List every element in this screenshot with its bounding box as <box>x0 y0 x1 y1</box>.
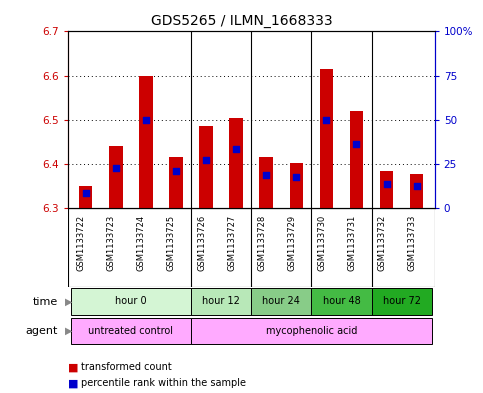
Point <box>292 174 300 180</box>
Text: ■: ■ <box>68 378 78 388</box>
Point <box>413 183 421 189</box>
Text: GSM1133732: GSM1133732 <box>378 215 386 271</box>
Text: GDS5265 / ILMN_1668333: GDS5265 / ILMN_1668333 <box>151 14 332 28</box>
Text: hour 0: hour 0 <box>115 296 147 306</box>
Text: GSM1133725: GSM1133725 <box>167 215 176 271</box>
Text: ▶: ▶ <box>65 326 73 336</box>
Bar <box>71 318 191 344</box>
Text: time: time <box>33 297 58 307</box>
Text: untreated control: untreated control <box>88 325 173 336</box>
Text: ■: ■ <box>68 362 78 373</box>
Bar <box>380 171 393 208</box>
Point <box>202 156 210 163</box>
Point <box>142 117 150 123</box>
Point <box>383 181 390 187</box>
Bar <box>169 158 183 208</box>
Text: GSM1133722: GSM1133722 <box>77 215 85 271</box>
Bar <box>109 146 123 208</box>
Bar <box>71 288 191 315</box>
Text: GSM1133731: GSM1133731 <box>347 215 356 271</box>
Text: GSM1133733: GSM1133733 <box>408 215 417 271</box>
Bar <box>199 127 213 208</box>
Point <box>112 165 120 172</box>
Text: hour 12: hour 12 <box>202 296 240 306</box>
Point <box>353 141 360 147</box>
Bar <box>320 69 333 208</box>
Text: GSM1133723: GSM1133723 <box>107 215 116 271</box>
Text: GSM1133724: GSM1133724 <box>137 215 146 271</box>
Point <box>262 172 270 178</box>
Bar <box>251 288 312 315</box>
Bar <box>350 111 363 208</box>
Text: mycophenolic acid: mycophenolic acid <box>266 325 357 336</box>
Text: hour 24: hour 24 <box>262 296 300 306</box>
Bar <box>139 76 153 208</box>
Text: GSM1133727: GSM1133727 <box>227 215 236 271</box>
Bar <box>312 288 371 315</box>
Bar <box>191 288 251 315</box>
Bar <box>289 163 303 208</box>
Text: agent: agent <box>26 326 58 336</box>
Bar <box>259 158 273 208</box>
Text: GSM1133730: GSM1133730 <box>317 215 327 271</box>
Text: transformed count: transformed count <box>81 362 172 373</box>
Bar <box>79 186 92 208</box>
Text: GSM1133729: GSM1133729 <box>287 215 296 271</box>
Bar <box>371 288 432 315</box>
Bar <box>229 118 243 208</box>
Bar <box>191 318 432 344</box>
Text: GSM1133728: GSM1133728 <box>257 215 266 271</box>
Text: GSM1133726: GSM1133726 <box>197 215 206 271</box>
Point <box>323 117 330 123</box>
Bar <box>410 174 424 208</box>
Text: percentile rank within the sample: percentile rank within the sample <box>81 378 246 388</box>
Text: hour 72: hour 72 <box>383 296 421 306</box>
Point <box>172 167 180 174</box>
Point <box>82 190 89 196</box>
Text: hour 48: hour 48 <box>323 296 360 306</box>
Text: ▶: ▶ <box>65 297 73 307</box>
Point <box>232 145 240 152</box>
